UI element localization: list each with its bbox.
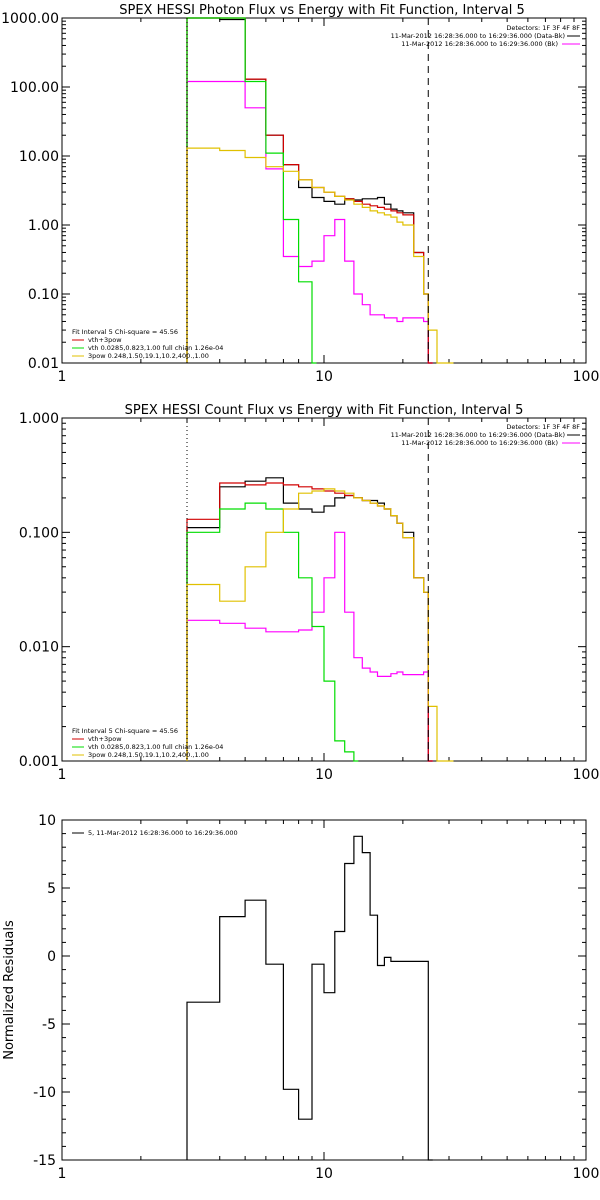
photon-flux-range-lines [186,18,429,363]
photon-flux-info: Detectors: 1F 3F 4F 8F 11-Mar-2012 16:28… [391,24,581,48]
count-flux-panel: SPEX HESSI Count Flux vs Energy with Fit… [19,403,599,783]
data-bk-label: 11-Mar-2012 16:28:36.000 to 16:29:36.000… [391,431,565,439]
y-tick-label: 0.100 [19,525,59,541]
residuals-series [186,835,433,1161]
photon-flux-ticks: 1 10 100 0.01 0.10 1.00 10.00 100.00 1000.00 [1,11,599,385]
count-flux-series [186,477,454,762]
residuals-ticks: 1 10 100 -15 -10 -5 0 5 10 [33,813,599,1182]
x-tick-label: 100 [573,767,600,783]
residuals-panel: Normalized Residuals 1 10 100-15-10-50510 … [2,813,599,1182]
count-flux-fit-legend: Fit Interval 5 Chi-square = 45.56 vth+3p… [72,727,223,759]
fit-legend-label-total: vth+3pow [88,336,122,344]
fit-legend-label-3pow: 3pow 0.248,1.50,19.1,10.2,400.,1.00 [88,751,209,759]
data-bk-label: 11-Mar-2012 16:28:36.000 to 16:29:36.000… [391,32,565,40]
series-3-vth-0-0285-0-823-1-00-fu [186,17,317,364]
y-tick-label: 10 [38,813,56,829]
bk-label: 11-Mar-2012 16:28:36.000 to 16:29:36.000… [401,439,558,447]
series-0-5-11-mar-2012-16-28-36-0 [186,835,433,1161]
series-1-11-mar-2012-16-28-36-000 [186,531,433,762]
y-tick-label: 0.010 [19,640,59,656]
x-tick-label: 10 [315,369,333,385]
fit-legend-title: Fit Interval 5 Chi-square = 45.56 [72,328,178,336]
photon-flux-title: SPEX HESSI Photon Flux vs Energy with Fi… [119,3,525,18]
y-tick-label: 1000.00 [1,11,59,27]
y-tick-label: 0.10 [28,287,59,303]
series-2-vth-3pow [186,17,433,364]
photon-flux-panel: SPEX HESSI Photon Flux vs Energy with Fi… [1,3,599,385]
count-flux-ticks: 1 10 100 0.001 0.010 0.100 1.000 [19,411,599,783]
series-0-11-mar-2012-16-28-36-000 [186,477,433,762]
x-tick-label: 10 [315,767,333,783]
y-tick-label: 0.001 [19,754,59,770]
residuals-legend: 5, 11-Mar-2012 16:28:36.000 to 16:29:36.… [72,829,238,837]
y-tick-label: -15 [33,1153,56,1169]
y-tick-label: 0.01 [28,356,59,372]
fit-legend-label-vth: vth 0.0285,0.823,1.00 full chian 1.26e-0… [88,743,223,751]
count-flux-info: Detectors: 1F 3F 4F 8F 11-Mar-2012 16:28… [391,423,581,447]
series-1-11-mar-2012-16-28-36-000 [186,80,433,364]
count-flux-title: SPEX HESSI Count Flux vs Energy with Fit… [125,403,524,418]
photon-flux-fit-legend: Fit Interval 5 Chi-square = 45.56 vth+3p… [72,328,223,360]
fit-legend-label-vth: vth 0.0285,0.823,1.00 full chian 1.26e-0… [88,344,223,352]
fit-legend-label-total: vth+3pow [88,735,122,743]
count-flux-range-lines [186,418,429,761]
x-tick-label: 100 [573,369,600,385]
series-2-vth-3pow [186,482,433,762]
x-tick-label: 10 [315,1166,333,1182]
detectors-text: Detectors: 1F 3F 4F 8F [506,423,580,431]
bk-label: 11-Mar-2012 16:28:36.000 to 16:29:36.000… [401,40,558,48]
fit-legend-title: Fit Interval 5 Chi-square = 45.56 [72,727,178,735]
y-tick-label: 5 [47,881,56,897]
y-tick-label: 1.000 [19,411,59,427]
y-tick-label: 1.00 [28,218,59,234]
photon-flux-series [186,17,454,364]
x-tick-label: 100 [573,1166,600,1182]
detectors-text: Detectors: 1F 3F 4F 8F [506,24,580,32]
x-tick-label: 1 [58,369,67,385]
x-tick-label: 1 [58,767,67,783]
x-tick-label: 1 [58,1166,67,1182]
y-tick-label: 100.00 [10,80,59,96]
y-tick-label: 10.00 [19,149,59,165]
residuals-ylabel: Normalized Residuals [2,920,17,1060]
fit-legend-label-3pow: 3pow 0.248,1.50,19.1,10.2,400.,1.00 [88,352,209,360]
series-4-3pow-0-248-1-50-19-1-10- [186,488,454,762]
series-0-11-mar-2012-16-28-36-000 [186,17,433,364]
y-tick-label: -10 [33,1085,56,1101]
y-tick-label: 0 [47,949,56,965]
residuals-legend-label: 5, 11-Mar-2012 16:28:36.000 to 16:29:36.… [88,829,238,837]
y-tick-label: -5 [42,1017,56,1033]
series-3-vth-0-0285-0-823-1-00-fu [186,502,359,762]
series-4-3pow-0-248-1-50-19-1-10- [186,147,454,364]
